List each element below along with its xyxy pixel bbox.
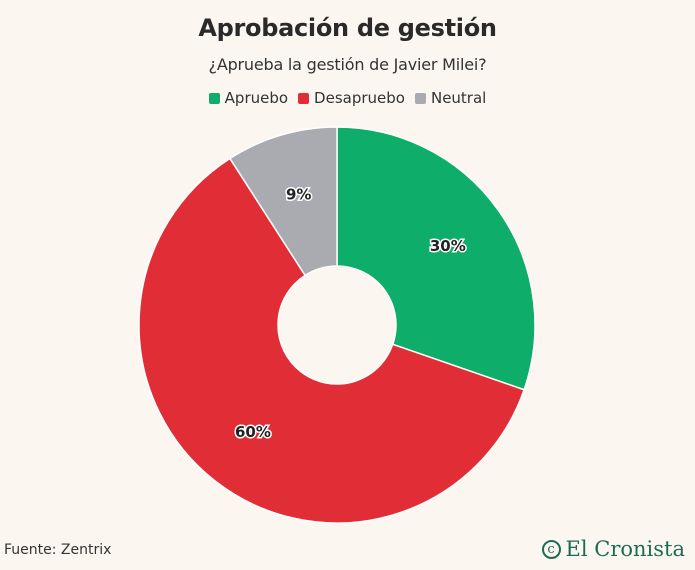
slice-apruebo — [336, 126, 536, 391]
legend-item-desapruebo: Desapruebo — [298, 89, 405, 107]
legend-item-neutral: Neutral — [414, 89, 487, 107]
legend: Apruebo Desapruebo Neutral — [0, 89, 695, 107]
slice-desapruebo — [138, 157, 526, 524]
chart-subtitle: ¿Aprueba la gestión de Javier Milei? — [208, 55, 487, 74]
slice-label-neutral: 9% — [286, 186, 311, 204]
brand-logo: c El Cronista — [541, 537, 685, 561]
legend-item-apruebo: Apruebo — [208, 89, 289, 107]
legend-label-neutral: Neutral — [430, 89, 487, 107]
legend-label-apruebo: Apruebo — [224, 89, 289, 107]
slice-neutral — [228, 126, 338, 277]
copyright-style-logo-icon: c — [541, 539, 561, 559]
brand-name: El Cronista — [565, 537, 685, 561]
slice-label-apruebo: 30% — [430, 237, 466, 255]
legend-swatch-apruebo — [208, 92, 220, 104]
legend-swatch-neutral — [414, 92, 426, 104]
legend-swatch-desapruebo — [298, 92, 310, 104]
legend-label-desapruebo: Desapruebo — [314, 89, 405, 107]
slice-label-desapruebo: 60% — [235, 423, 271, 441]
source-note: Fuente: Zentrix — [4, 542, 112, 558]
chart-title: Aprobación de gestión — [198, 14, 497, 42]
